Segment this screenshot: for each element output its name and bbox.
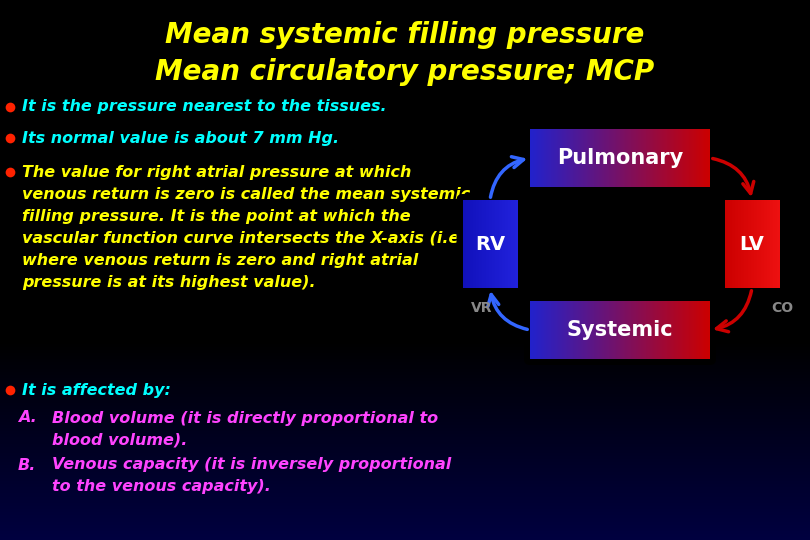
Text: venous return is zero is called the mean systemic: venous return is zero is called the mean… [22, 186, 471, 201]
Text: A.: A. [18, 410, 36, 426]
Text: Pulmonary: Pulmonary [557, 148, 683, 168]
Text: pressure is at its highest value).: pressure is at its highest value). [22, 274, 316, 289]
Text: Systemic: Systemic [567, 320, 673, 340]
Text: vascular function curve intersects the X-axis (i.e.,: vascular function curve intersects the X… [22, 231, 471, 246]
Text: RV: RV [475, 234, 505, 253]
FancyBboxPatch shape [524, 123, 716, 193]
Text: It is the pressure nearest to the tissues.: It is the pressure nearest to the tissue… [22, 99, 386, 114]
Text: B.: B. [18, 457, 36, 472]
Text: Blood volume (it is directly proportional to: Blood volume (it is directly proportiona… [52, 410, 438, 426]
Text: blood volume).: blood volume). [52, 433, 187, 448]
Text: Mean circulatory pressure; MCP: Mean circulatory pressure; MCP [156, 58, 654, 86]
Text: filling pressure. It is the point at which the: filling pressure. It is the point at whi… [22, 208, 411, 224]
Text: It is affected by:: It is affected by: [22, 382, 171, 397]
Text: where venous return is zero and right atrial: where venous return is zero and right at… [22, 253, 418, 267]
FancyBboxPatch shape [524, 295, 716, 365]
Text: Venous capacity (it is inversely proportional: Venous capacity (it is inversely proport… [52, 457, 451, 472]
Text: to the venous capacity).: to the venous capacity). [52, 480, 271, 495]
Text: CO: CO [771, 301, 793, 315]
FancyBboxPatch shape [718, 194, 786, 294]
Text: LV: LV [740, 234, 765, 253]
Text: Mean systemic filling pressure: Mean systemic filling pressure [165, 21, 645, 49]
Text: Its normal value is about 7 mm Hg.: Its normal value is about 7 mm Hg. [22, 131, 339, 145]
Text: The value for right atrial pressure at which: The value for right atrial pressure at w… [22, 165, 411, 179]
FancyBboxPatch shape [457, 194, 523, 294]
Text: VR: VR [471, 301, 492, 315]
